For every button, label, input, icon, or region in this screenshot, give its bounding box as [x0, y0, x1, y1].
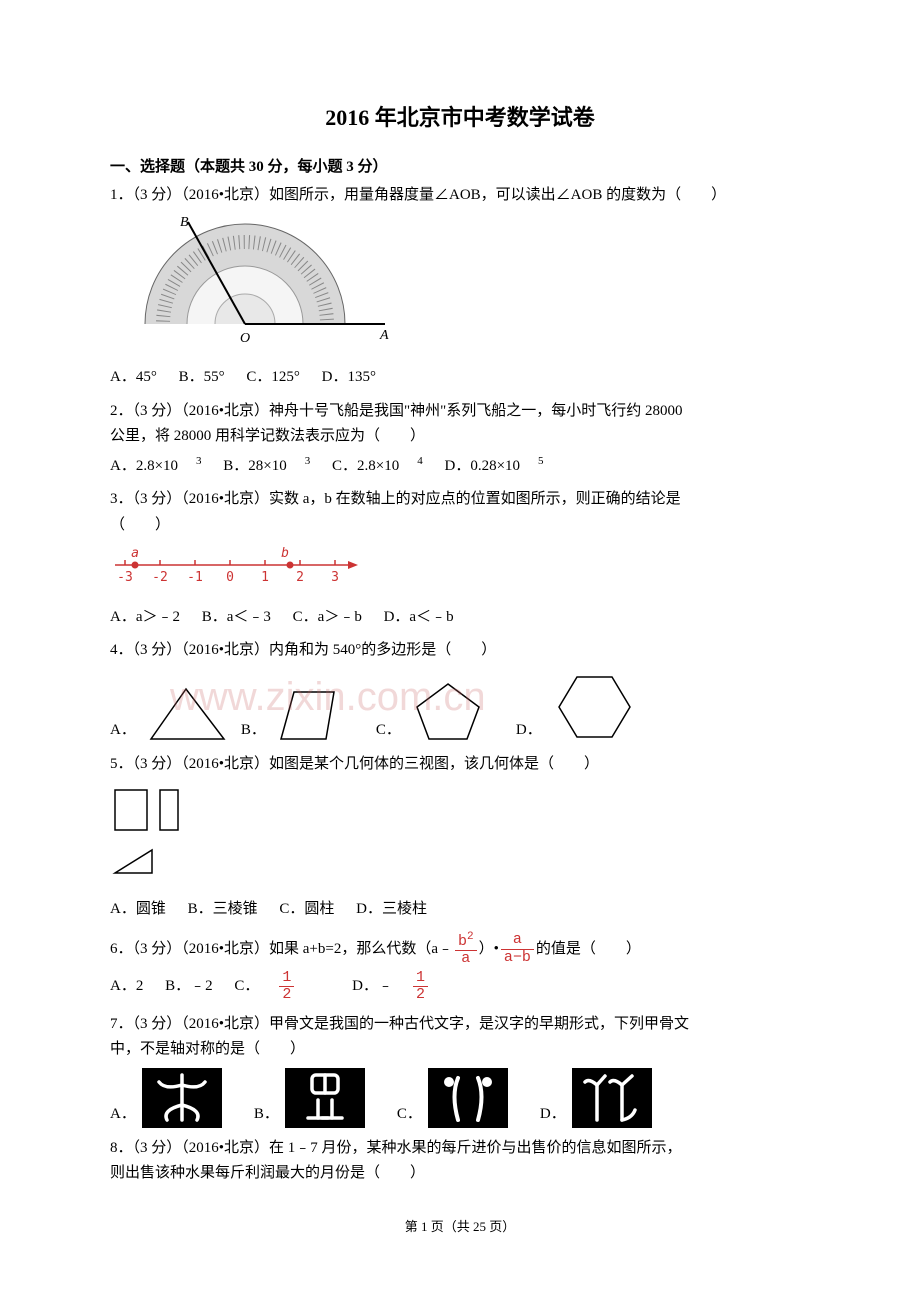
q5-choice-c: C．圆柱: [279, 901, 334, 917]
q6-choice-b: B．﹣2: [165, 978, 213, 994]
q6-text-pre: 6．（3 分）（2016•北京）如果 a+b=2，那么代数（a﹣: [110, 941, 453, 957]
q6-choice-a: A．2: [110, 978, 143, 994]
svg-text:-3: -3: [117, 570, 133, 585]
q3-choice-c: C．a＞﹣b: [293, 609, 362, 625]
fraction-1: b2a: [455, 931, 477, 968]
q4-text: 4．（3 分）（2016•北京）内角和为 540°的多边形是（ ）: [110, 638, 810, 664]
q8-text2: 则出售该种水果每斤利润最大的月份是（ ）: [110, 1161, 810, 1187]
q4-choice-d: D．: [516, 718, 542, 744]
q2-choice-c: C．2.8×104: [332, 458, 423, 474]
q5-text: 5．（3 分）（2016•北京）如图是某个几何体的三视图，该几何体是（ ）: [110, 752, 810, 778]
svg-text:b: b: [281, 546, 289, 561]
q1-choice-c: C．125°: [246, 369, 300, 385]
q1-choice-a: A．45°: [110, 369, 157, 385]
svg-text:a: a: [131, 546, 139, 561]
q5-choice-d: D．三棱柱: [356, 901, 427, 917]
oracle-b-icon: [285, 1068, 365, 1128]
question-6: 6．（3 分）（2016•北京）如果 a+b=2，那么代数（a﹣b2a）•aa−…: [110, 931, 810, 1004]
svg-text:2: 2: [296, 570, 304, 585]
q7-choice-a: A．: [110, 1102, 136, 1128]
q2-text1: 2．（3 分）（2016•北京）神舟十号飞船是我国"神州"系列飞船之一，每小时飞…: [110, 399, 810, 425]
q4-choice-a: A．: [110, 718, 136, 744]
label-A: A: [379, 328, 389, 343]
q4-choice-c: C．: [376, 718, 401, 744]
q2-choice-b: B．28×103: [223, 458, 310, 474]
q6-text-post: 的值是（ ）: [536, 941, 641, 957]
q3-choice-a: A．a＞﹣2: [110, 609, 180, 625]
hexagon-icon: [552, 669, 637, 744]
page-footer: 第 1 页（共 25 页）: [110, 1217, 810, 1238]
q3-choice-d: D．a＜﹣b: [384, 609, 454, 625]
q6-choice-c: C．12: [234, 978, 330, 994]
q2-text2: 公里，将 28000 用科学记数法表示应为（ ）: [110, 424, 810, 450]
q7-text2: 中，不是轴对称的是（ ）: [110, 1037, 810, 1063]
q3-text2: （ ）: [110, 513, 810, 539]
q8-text1: 8．（3 分）（2016•北京）在 1﹣7 月份，某种水果的每斤进价与出售价的信…: [110, 1136, 810, 1162]
q1-choice-d: D．135°: [322, 369, 376, 385]
svg-text:-1: -1: [187, 570, 203, 585]
label-B: B: [180, 215, 189, 230]
q5-choice-b: B．三棱锥: [188, 901, 258, 917]
fraction-2: aa−b: [501, 932, 534, 966]
q7-text1: 7．（3 分）（2016•北京）甲骨文是我国的一种古代文字，是汉字的早期形式，下…: [110, 1012, 810, 1038]
q5-choice-a: A．圆锥: [110, 901, 166, 917]
numberline-figure: -3 a -2 -1 0 1 b 2 3: [110, 538, 810, 603]
q6-text-mid: ）•: [479, 941, 499, 957]
quadrilateral-icon: [276, 684, 341, 744]
triangle-icon: [146, 684, 231, 744]
question-8: 8．（3 分）（2016•北京）在 1﹣7 月份，某种水果的每斤进价与出售价的信…: [110, 1136, 810, 1187]
section-header: 一、选择题（本题共 30 分，每小题 3 分）: [110, 155, 810, 179]
question-5: 5．（3 分）（2016•北京）如图是某个几何体的三视图，该几何体是（ ） A．…: [110, 752, 810, 923]
question-3: 3．（3 分）（2016•北京）实数 a，b 在数轴上的对应点的位置如图所示，则…: [110, 487, 810, 630]
q3-choice-b: B．a＜﹣3: [202, 609, 271, 625]
question-1: 1．（3 分）（2016•北京）如图所示，用量角器度量∠AOB，可以读出∠AOB…: [110, 183, 810, 391]
label-O: O: [240, 331, 250, 346]
svg-text:-2: -2: [152, 570, 168, 585]
oracle-d-icon: [572, 1068, 652, 1128]
pentagon-icon: [411, 679, 486, 744]
q2-choice-a: A．2.8×103: [110, 458, 202, 474]
q6-choice-d: D．﹣12: [352, 978, 464, 994]
question-7: 7．（3 分）（2016•北京）甲骨文是我国的一种古代文字，是汉字的早期形式，下…: [110, 1012, 810, 1128]
protractor-figure: A B O: [110, 209, 810, 364]
q7-choice-d: D．: [540, 1102, 566, 1128]
svg-text:3: 3: [331, 570, 339, 585]
oracle-a-icon: [142, 1068, 222, 1128]
svg-text:1: 1: [261, 570, 269, 585]
q4-choice-b: B．: [241, 718, 266, 744]
q7-choice-b: B．: [254, 1102, 279, 1128]
q2-choice-d: D．0.28×105: [444, 458, 543, 474]
q7-choice-c: C．: [397, 1102, 422, 1128]
q1-text: 1．（3 分）（2016•北京）如图所示，用量角器度量∠AOB，可以读出∠AOB…: [110, 183, 810, 209]
q1-choice-b: B．55°: [179, 369, 225, 385]
question-2: 2．（3 分）（2016•北京）神舟十号飞船是我国"神州"系列飞船之一，每小时飞…: [110, 399, 810, 480]
q3-text1: 3．（3 分）（2016•北京）实数 a，b 在数轴上的对应点的位置如图所示，则…: [110, 487, 810, 513]
oracle-c-icon: [428, 1068, 508, 1128]
three-view-figure: [110, 785, 810, 889]
page-title: 2016 年北京市中考数学试卷: [110, 100, 810, 135]
svg-text:0: 0: [226, 570, 234, 585]
question-4: www.zixin.com.cn 4．（3 分）（2016•北京）内角和为 54…: [110, 638, 810, 744]
